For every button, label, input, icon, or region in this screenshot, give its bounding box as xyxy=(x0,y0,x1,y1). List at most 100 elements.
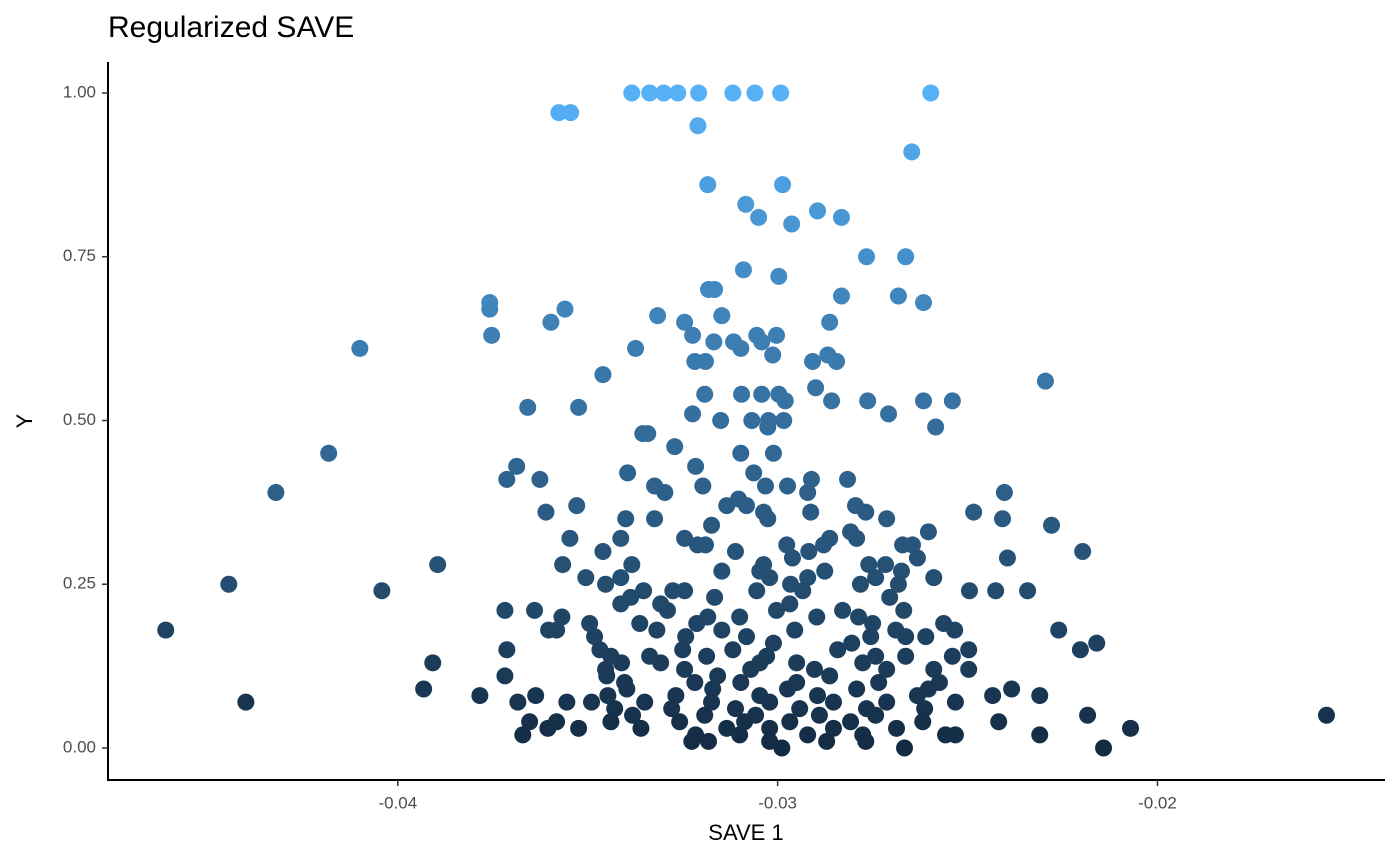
point xyxy=(990,713,1008,731)
point xyxy=(848,680,866,698)
point xyxy=(663,700,681,718)
point xyxy=(726,700,744,718)
point xyxy=(834,601,852,619)
point xyxy=(690,84,708,102)
point xyxy=(373,582,391,600)
point xyxy=(664,582,682,600)
point xyxy=(726,542,744,560)
point xyxy=(786,621,804,639)
point xyxy=(1079,706,1097,724)
point xyxy=(688,615,706,633)
point xyxy=(658,601,676,619)
point xyxy=(632,719,650,737)
point xyxy=(712,411,730,429)
point xyxy=(684,405,702,423)
point xyxy=(696,385,714,403)
point xyxy=(508,457,526,475)
point xyxy=(415,680,433,698)
point xyxy=(1031,726,1049,744)
point xyxy=(623,556,641,574)
point xyxy=(824,693,842,711)
point xyxy=(424,654,442,672)
point xyxy=(870,673,888,691)
point xyxy=(925,569,943,587)
point xyxy=(867,569,885,587)
point xyxy=(995,484,1013,502)
point xyxy=(809,202,827,220)
point xyxy=(220,575,238,593)
point xyxy=(892,562,910,580)
point xyxy=(548,621,566,639)
point xyxy=(987,582,1005,600)
point xyxy=(851,575,869,593)
point xyxy=(764,346,782,364)
point xyxy=(774,176,792,194)
point xyxy=(897,647,915,665)
point xyxy=(850,608,868,626)
point xyxy=(550,104,568,122)
point xyxy=(713,621,731,639)
x-tick-label: -0.04 xyxy=(378,793,417,812)
point xyxy=(848,529,866,547)
point xyxy=(908,687,926,705)
y-tick-label: 0.50 xyxy=(63,410,96,429)
point xyxy=(509,693,527,711)
point xyxy=(351,339,369,357)
point xyxy=(742,660,760,678)
point xyxy=(794,582,812,600)
point xyxy=(802,503,820,521)
point xyxy=(858,248,876,266)
point xyxy=(791,700,809,718)
point xyxy=(581,615,599,633)
point xyxy=(960,660,978,678)
point xyxy=(895,601,913,619)
point xyxy=(878,693,896,711)
point xyxy=(713,562,731,580)
point xyxy=(864,615,882,633)
point xyxy=(556,300,574,318)
point xyxy=(639,425,657,443)
point xyxy=(768,326,786,344)
point xyxy=(862,628,880,646)
point xyxy=(1036,372,1054,390)
point xyxy=(738,628,755,646)
point xyxy=(943,392,961,410)
point xyxy=(857,503,875,521)
point xyxy=(778,536,796,554)
point xyxy=(554,556,572,574)
point xyxy=(832,208,850,226)
point xyxy=(779,680,797,698)
point xyxy=(748,582,766,600)
point xyxy=(498,641,516,659)
point xyxy=(776,392,794,410)
point xyxy=(737,195,755,213)
point xyxy=(753,385,771,403)
point xyxy=(761,569,779,587)
point xyxy=(636,693,654,711)
point xyxy=(804,353,822,371)
point xyxy=(602,713,620,731)
point xyxy=(1031,687,1049,705)
point xyxy=(683,732,701,750)
point xyxy=(553,608,571,626)
point xyxy=(946,621,964,639)
point xyxy=(599,687,617,705)
point xyxy=(724,84,742,102)
point xyxy=(799,569,817,587)
point xyxy=(781,595,799,613)
point xyxy=(483,326,501,344)
point xyxy=(908,549,926,567)
point xyxy=(753,333,771,351)
point xyxy=(613,654,631,672)
point xyxy=(832,287,850,305)
point xyxy=(471,687,489,705)
point xyxy=(706,588,724,606)
point xyxy=(703,516,721,534)
point xyxy=(696,536,714,554)
point xyxy=(558,693,576,711)
point xyxy=(687,457,705,475)
point xyxy=(696,353,714,371)
point xyxy=(734,261,752,279)
point xyxy=(698,647,716,665)
